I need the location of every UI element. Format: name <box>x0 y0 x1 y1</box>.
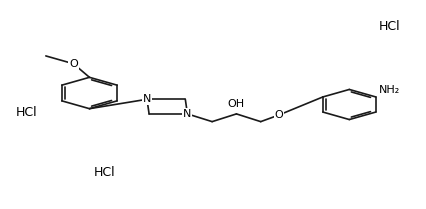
Text: N: N <box>183 109 192 119</box>
Text: O: O <box>69 59 78 69</box>
Text: OH: OH <box>228 99 245 109</box>
Text: HCl: HCl <box>379 20 400 33</box>
Text: N: N <box>143 94 151 104</box>
Text: HCl: HCl <box>16 106 37 119</box>
Text: NH₂: NH₂ <box>379 85 400 95</box>
Text: O: O <box>275 110 283 120</box>
Text: HCl: HCl <box>94 166 115 179</box>
